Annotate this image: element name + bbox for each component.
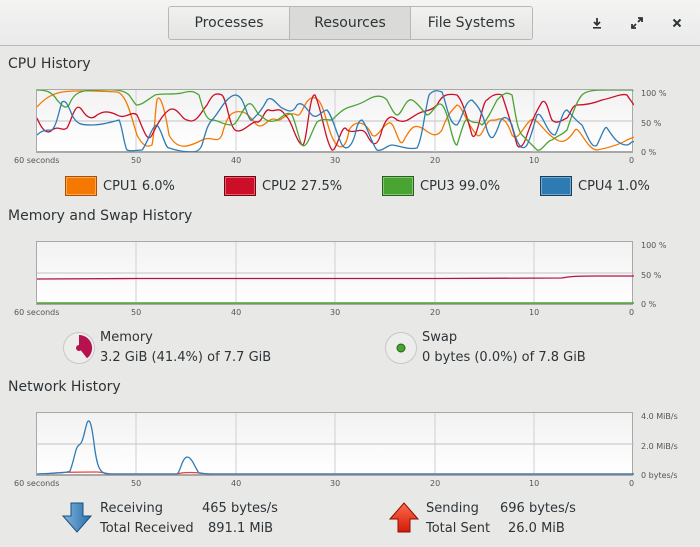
network-history-title: Network History bbox=[8, 379, 121, 395]
swap-label: Swap bbox=[422, 330, 458, 345]
receiving-info: Receiving 465 bytes/s Total Received 891.1… bbox=[100, 499, 278, 539]
cpu-y-tick-100: 100 % bbox=[641, 89, 667, 98]
cpu2-color-swatch[interactable] bbox=[224, 176, 256, 196]
view-switcher: Processes Resources File Systems bbox=[168, 6, 533, 40]
cpu-history-graph bbox=[36, 89, 634, 153]
x-tick-30: 30 bbox=[330, 156, 341, 165]
cpu1-color-swatch[interactable] bbox=[65, 176, 97, 196]
cpu1-value: 6.0% bbox=[141, 178, 175, 194]
tab-file-systems[interactable]: File Systems bbox=[411, 7, 532, 39]
cpu4-value: 1.0% bbox=[616, 178, 650, 194]
total-received-label: Total Received bbox=[100, 521, 194, 536]
memory-history-graph bbox=[36, 241, 634, 305]
mem-y-tick-50: 50 % bbox=[641, 271, 662, 280]
cpu3-line bbox=[37, 90, 634, 151]
legend-cpu3: CPU3 99.0% bbox=[382, 176, 500, 196]
net-y-tick-2: 2.0 MiB/s bbox=[641, 442, 678, 451]
mem-x-tick-40: 40 bbox=[231, 308, 242, 317]
legend-cpu4: CPU4 1.0% bbox=[540, 176, 650, 196]
memory-info: Memory 3.2 GiB (41.4%) of 7.7 GiB bbox=[100, 328, 271, 368]
x-tick-50: 50 bbox=[131, 156, 142, 165]
cpu2-line bbox=[37, 93, 634, 151]
x-tick-20: 20 bbox=[430, 156, 441, 165]
swap-pie-icon bbox=[396, 343, 406, 353]
receiving-label: Receiving bbox=[100, 501, 164, 516]
net-x-tick-40: 40 bbox=[231, 479, 242, 488]
net-x-tick-60: 60 seconds bbox=[14, 479, 60, 488]
cpu3-label: CPU3 bbox=[420, 178, 455, 194]
cpu-y-tick-0: 0 % bbox=[641, 148, 657, 157]
legend-cpu2: CPU2 27.5% bbox=[224, 176, 342, 196]
net-y-tick-0: 0 bytes/s bbox=[641, 471, 678, 480]
x-tick-0: 0 bbox=[629, 156, 635, 165]
total-received-value: 891.1 MiB bbox=[208, 521, 274, 536]
memory-pie-chart[interactable] bbox=[63, 332, 95, 364]
x-tick-40: 40 bbox=[231, 156, 242, 165]
mem-y-tick-100: 100 % bbox=[641, 241, 667, 250]
cpu1-label: CPU1 bbox=[103, 178, 138, 194]
legend-cpu1: CPU1 6.0% bbox=[65, 176, 175, 196]
sending-icon-button[interactable] bbox=[388, 502, 420, 538]
network-history-graph bbox=[36, 412, 634, 476]
net-x-tick-10: 10 bbox=[529, 479, 540, 488]
net-x-tick-50: 50 bbox=[131, 479, 142, 488]
mem-y-tick-0: 0 % bbox=[641, 300, 657, 309]
tab-resources[interactable]: Resources bbox=[290, 7, 411, 39]
cpu2-label: CPU2 bbox=[262, 178, 297, 194]
mem-x-tick-60: 60 seconds bbox=[14, 308, 60, 317]
swap-info: Swap 0 bytes (0.0%) of 7.8 GiB bbox=[422, 328, 586, 368]
x-tick-60: 60 seconds bbox=[14, 156, 60, 165]
cpu2-value: 27.5% bbox=[300, 178, 343, 194]
cpu3-color-swatch[interactable] bbox=[382, 176, 414, 196]
net-x-tick-30: 30 bbox=[330, 479, 341, 488]
cpu-y-tick-50: 50 % bbox=[641, 119, 662, 128]
swap-pie-chart[interactable] bbox=[385, 332, 417, 364]
total-sent-value: 26.0 MiB bbox=[508, 521, 565, 536]
memory-label: Memory bbox=[100, 330, 153, 345]
cpu4-label: CPU4 bbox=[578, 178, 613, 194]
upload-arrow-icon bbox=[388, 502, 420, 533]
tab-processes[interactable]: Processes bbox=[169, 7, 290, 39]
header-bar: Processes Resources File Systems bbox=[0, 0, 700, 46]
memory-history-title: Memory and Swap History bbox=[8, 208, 193, 224]
x-tick-10: 10 bbox=[529, 156, 540, 165]
receiving-line bbox=[37, 420, 634, 475]
sending-value: 696 bytes/s bbox=[500, 501, 576, 516]
fullscreen-icon bbox=[631, 17, 643, 29]
receiving-icon-button[interactable] bbox=[61, 502, 93, 538]
cpu4-color-swatch[interactable] bbox=[540, 176, 572, 196]
cpu4-line bbox=[37, 90, 634, 152]
mem-x-tick-30: 30 bbox=[330, 308, 341, 317]
sending-info: Sending 696 bytes/s Total Sent 26.0 MiB bbox=[426, 499, 576, 539]
close-button[interactable] bbox=[666, 12, 688, 34]
total-sent-label: Total Sent bbox=[426, 521, 491, 536]
download-arrow-icon bbox=[61, 502, 93, 533]
memory-pie-icon bbox=[76, 334, 93, 359]
mem-x-tick-50: 50 bbox=[131, 308, 142, 317]
net-y-tick-4: 4.0 MiB/s bbox=[641, 412, 678, 421]
cpu-history-title: CPU History bbox=[8, 56, 91, 72]
memory-line bbox=[37, 275, 634, 280]
close-icon bbox=[672, 18, 682, 28]
mem-x-tick-10: 10 bbox=[529, 308, 540, 317]
receiving-value: 465 bytes/s bbox=[202, 501, 278, 516]
download-icon bbox=[593, 18, 601, 29]
net-x-tick-0: 0 bbox=[629, 479, 635, 488]
download-button[interactable] bbox=[586, 12, 608, 34]
swap-value: 0 bytes (0.0%) of 7.8 GiB bbox=[422, 350, 586, 365]
memory-value: 3.2 GiB (41.4%) of 7.7 GiB bbox=[100, 350, 272, 365]
fullscreen-button[interactable] bbox=[626, 12, 648, 34]
net-x-tick-20: 20 bbox=[430, 479, 441, 488]
sending-label: Sending bbox=[426, 501, 479, 516]
cpu3-value: 99.0% bbox=[458, 178, 501, 194]
mem-x-tick-20: 20 bbox=[430, 308, 441, 317]
mem-x-tick-0: 0 bbox=[629, 308, 635, 317]
